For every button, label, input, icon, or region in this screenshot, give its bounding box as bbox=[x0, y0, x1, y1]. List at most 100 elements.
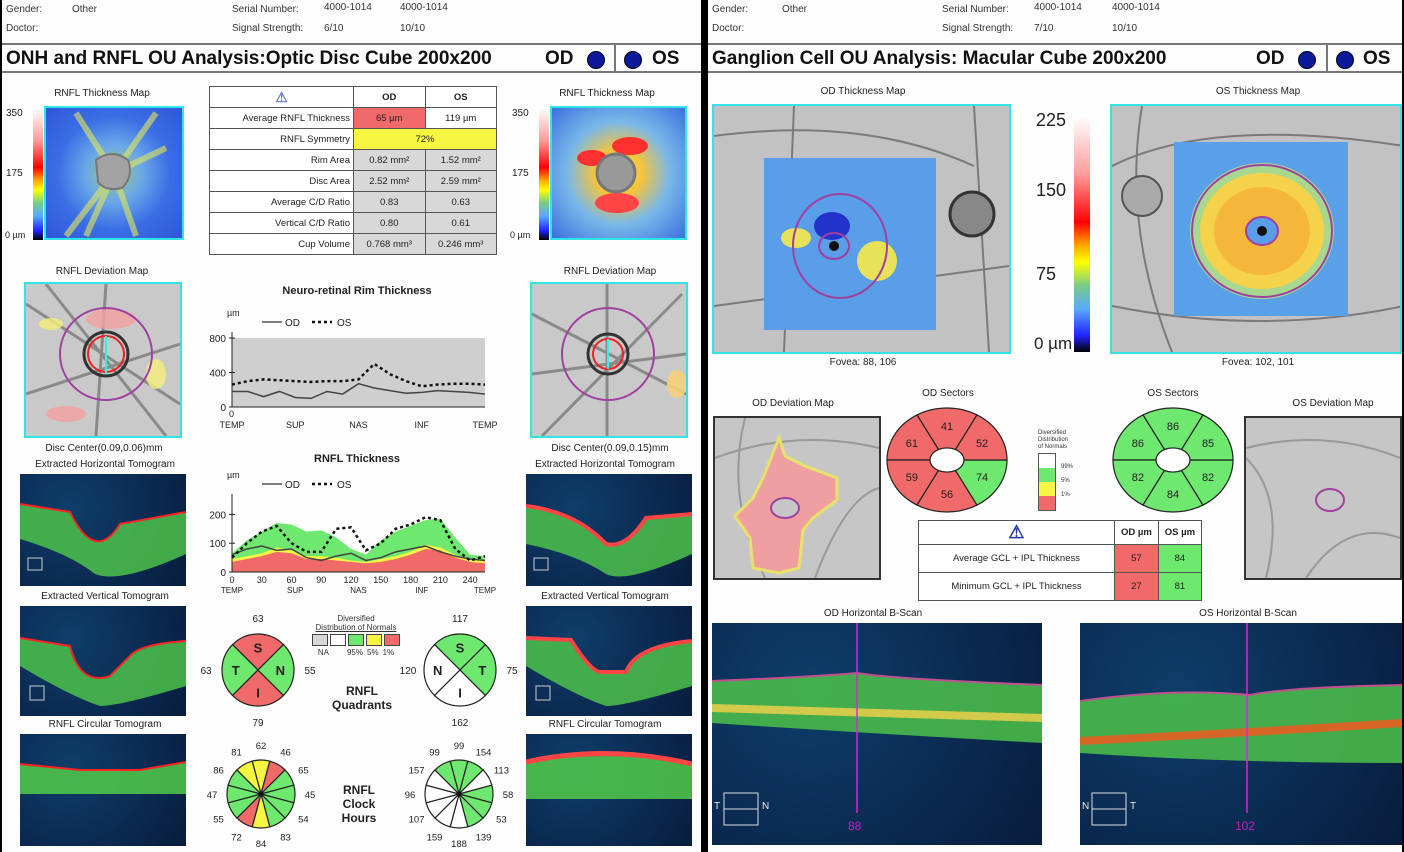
col-header-os: OS µm bbox=[1157, 520, 1203, 545]
serial-os: 4000-1014 bbox=[1112, 2, 1160, 13]
avg-rnfl-od: 65 µm bbox=[353, 107, 426, 129]
warning-icon: ⚠ bbox=[209, 86, 354, 108]
row-label: Vertical C/D Ratio bbox=[209, 212, 354, 234]
doctor-label: Doctor: bbox=[712, 23, 745, 34]
min-gcl-os: 81 bbox=[1157, 572, 1203, 601]
disc-area-od: 2.52 mm² bbox=[353, 170, 426, 192]
x-tick-label: 210 bbox=[433, 575, 448, 585]
od-rnfl-clock-hours: 62 46 65 45 54 83 84 72 55 47 86 81 bbox=[207, 741, 316, 850]
od-gcl-deviation-map bbox=[713, 416, 881, 580]
scale-min: 0 µm bbox=[5, 230, 26, 240]
od-thickness-map-title: RNFL Thickness Map bbox=[54, 88, 150, 99]
sector-value: 86 bbox=[1132, 438, 1144, 450]
row-label: Minimum GCL + IPL Thickness bbox=[918, 572, 1115, 601]
quadrant-T bbox=[221, 643, 259, 697]
row-label: Average RNFL Thickness bbox=[209, 107, 354, 129]
clock-value: 55 bbox=[213, 815, 224, 826]
clock-value: 113 bbox=[494, 766, 509, 777]
min-gcl-od: 27 bbox=[1114, 572, 1159, 601]
clock-sector bbox=[434, 760, 461, 797]
sector-value: 61 bbox=[906, 438, 918, 450]
x-region-label: TEMP bbox=[221, 586, 243, 595]
os-gcl-deviation-map bbox=[1244, 416, 1402, 580]
col-header-od: OD µm bbox=[1114, 520, 1159, 545]
od-circ-tomo-graphic bbox=[20, 761, 186, 794]
serial-label: Serial Number: bbox=[232, 4, 299, 15]
y-tick-label: 800 bbox=[209, 334, 226, 345]
quadrants-title: RNFL Quadrants bbox=[327, 684, 397, 712]
os-eye-icon bbox=[624, 51, 642, 69]
divider bbox=[614, 45, 616, 71]
clock-center bbox=[456, 791, 462, 797]
clock-value: 65 bbox=[298, 766, 309, 777]
od-eye-icon bbox=[1298, 51, 1316, 69]
quadrant-T bbox=[459, 643, 497, 697]
legend-labels: NA 95% 5% 1% bbox=[308, 648, 404, 657]
os-horizontal-bscan: N T 102 bbox=[1080, 623, 1402, 845]
abnormal-band-red bbox=[232, 548, 485, 572]
x-region-label: TEMP bbox=[474, 586, 496, 595]
y-unit-label: µm bbox=[227, 470, 240, 480]
od-deviation-title: RNFL Deviation Map bbox=[55, 266, 149, 277]
quadrant-N bbox=[257, 643, 295, 697]
quadrant-letter-S: S bbox=[254, 641, 263, 656]
row-label: Disc Area bbox=[209, 170, 354, 192]
quadrant-letter-T: T bbox=[232, 663, 240, 678]
x-tick-label: TEMP bbox=[219, 420, 244, 430]
row-label: Average C/D Ratio bbox=[209, 191, 354, 213]
os-gcl-deviation-graphic bbox=[1246, 439, 1400, 578]
x-tick-label: INF bbox=[415, 420, 430, 430]
os-sectors-title: OS Sectors bbox=[1147, 388, 1199, 399]
od-rnfl-deviation-map bbox=[24, 282, 182, 438]
signal-os: 10/10 bbox=[1112, 23, 1138, 34]
warning-icon: ⚠ bbox=[918, 520, 1115, 545]
od-macular-graphic bbox=[714, 106, 1009, 352]
os-gcl-sectors: 86 86 82 84 82 85 bbox=[1112, 407, 1234, 513]
col-header-os: OS bbox=[424, 86, 497, 108]
table-row: Average C/D Ratio 0.83 0.63 bbox=[209, 191, 497, 213]
os-circ-tomo-graphic bbox=[526, 750, 692, 799]
od-gcl-sectors: 41 61 59 56 74 52 bbox=[886, 407, 1008, 513]
disc-area-os: 2.59 mm² bbox=[424, 170, 497, 192]
swatch-green bbox=[1039, 468, 1055, 482]
od-bscan-graphic bbox=[712, 623, 1042, 826]
series-line-od bbox=[232, 382, 486, 400]
gender-label: Gender: bbox=[712, 4, 749, 15]
legend-od-label: OD bbox=[285, 480, 300, 491]
avg-rnfl-os: 119 µm bbox=[424, 107, 497, 129]
sector-value: 52 bbox=[976, 438, 988, 450]
od-vert-tomo-title: Extracted Vertical Tomogram bbox=[41, 591, 169, 602]
scale-max: 350 bbox=[512, 108, 529, 119]
quadrant-letter-T: T bbox=[478, 663, 486, 678]
od-gcl-deviation-graphic bbox=[715, 418, 879, 578]
os-vert-tomo-graphic bbox=[526, 636, 692, 706]
os-rnfl-thickness-map bbox=[550, 106, 687, 240]
avg-gcl-od: 57 bbox=[1114, 544, 1159, 573]
swatch-white bbox=[1039, 454, 1055, 468]
x-origin-label: 0 bbox=[229, 409, 234, 419]
sector-top-right bbox=[1180, 414, 1234, 461]
legend-bar: 99% 5% 1% bbox=[1038, 453, 1073, 511]
onh-rnfl-report: Gender: Other Doctor: Serial Number: 400… bbox=[2, 0, 701, 852]
os-vertical-tomogram bbox=[526, 606, 692, 716]
clock-value: 53 bbox=[496, 815, 507, 826]
quadrant-I bbox=[231, 669, 285, 707]
plot-background bbox=[232, 338, 485, 407]
serial-label: Serial Number: bbox=[942, 4, 1009, 15]
od-horizontal-bscan: T N 88 bbox=[712, 623, 1042, 845]
clock-value: 188 bbox=[451, 839, 467, 850]
quadrant-I bbox=[433, 669, 487, 707]
rnfl-symmetry: 72% bbox=[353, 128, 497, 150]
sector-value: 56 bbox=[941, 489, 953, 501]
series-line-od bbox=[231, 545, 486, 562]
os-eye-icon bbox=[1336, 51, 1354, 69]
clock-title-3: Hours bbox=[341, 811, 377, 825]
od-bscan-title: OD Horizontal B-Scan bbox=[823, 608, 923, 619]
clock-value: 84 bbox=[256, 839, 267, 850]
quadrant-value-N: 120 bbox=[400, 666, 417, 677]
od-rnfl-quadrants: S 63 T 63 I 79 N 55 bbox=[200, 614, 316, 729]
rim-area-os: 1.52 mm² bbox=[424, 149, 497, 171]
row-label: Average GCL + IPL Thickness bbox=[918, 544, 1115, 573]
table-row: Vertical C/D Ratio 0.80 0.61 bbox=[209, 212, 497, 234]
od-eye-icon bbox=[587, 51, 605, 69]
